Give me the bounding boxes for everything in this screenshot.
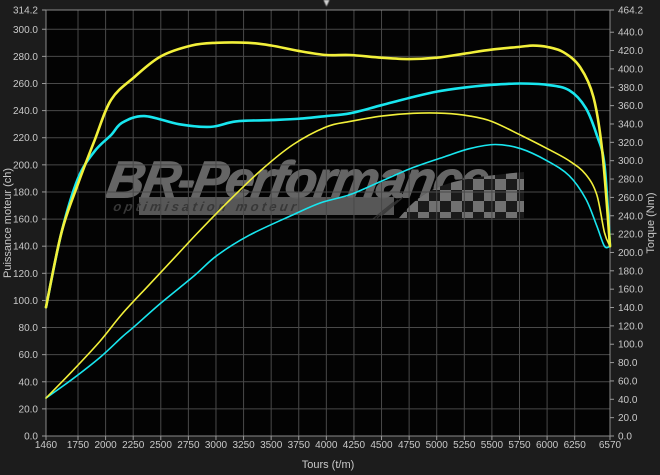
svg-text:180.0: 180.0	[618, 266, 643, 277]
svg-text:Puissance moteur (ch): Puissance moteur (ch)	[2, 168, 14, 278]
svg-text:314.2: 314.2	[13, 6, 38, 17]
svg-text:280.0: 280.0	[13, 52, 38, 63]
svg-text:optimisation moteur: optimisation moteur	[112, 199, 300, 214]
svg-text:464.2: 464.2	[618, 6, 643, 17]
svg-text:4750: 4750	[398, 440, 421, 451]
svg-text:2500: 2500	[150, 440, 173, 451]
svg-text:260.0: 260.0	[13, 79, 38, 90]
svg-text:60.0: 60.0	[19, 350, 39, 361]
svg-text:360.0: 360.0	[618, 101, 643, 112]
svg-text:3500: 3500	[260, 440, 283, 451]
svg-text:4000: 4000	[315, 440, 338, 451]
svg-text:40.0: 40.0	[19, 377, 39, 388]
svg-text:180.0: 180.0	[13, 188, 38, 199]
svg-text:420.0: 420.0	[618, 46, 643, 57]
svg-text:40.0: 40.0	[618, 395, 638, 406]
svg-text:160.0: 160.0	[13, 215, 38, 226]
svg-text:3000: 3000	[205, 440, 228, 451]
svg-text:2000: 2000	[94, 440, 117, 451]
svg-text:400.0: 400.0	[618, 64, 643, 75]
svg-text:4500: 4500	[370, 440, 393, 451]
svg-text:240.0: 240.0	[13, 106, 38, 117]
svg-text:440.0: 440.0	[618, 28, 643, 39]
svg-text:340.0: 340.0	[618, 120, 643, 131]
svg-text:1460: 1460	[35, 440, 58, 451]
svg-text:200.0: 200.0	[618, 248, 643, 259]
svg-text:60.0: 60.0	[618, 376, 638, 387]
svg-text:Torque (Nm): Torque (Nm)	[645, 192, 657, 253]
svg-text:240.0: 240.0	[618, 211, 643, 222]
svg-text:300.0: 300.0	[618, 156, 643, 167]
svg-text:3750: 3750	[288, 440, 311, 451]
svg-text:320.0: 320.0	[618, 138, 643, 149]
svg-text:0.0: 0.0	[618, 432, 632, 443]
svg-text:5000: 5000	[426, 440, 449, 451]
svg-text:100.0: 100.0	[618, 340, 643, 351]
svg-text:2750: 2750	[177, 440, 200, 451]
svg-text:220.0: 220.0	[618, 230, 643, 241]
svg-text:0.0: 0.0	[24, 432, 38, 443]
svg-text:4250: 4250	[343, 440, 366, 451]
svg-text:80.0: 80.0	[19, 323, 39, 334]
svg-text:5750: 5750	[508, 440, 531, 451]
svg-text:200.0: 200.0	[13, 160, 38, 171]
svg-text:140.0: 140.0	[13, 242, 38, 253]
svg-text:5250: 5250	[453, 440, 476, 451]
svg-text:3250: 3250	[232, 440, 255, 451]
svg-text:120.0: 120.0	[13, 269, 38, 280]
svg-text:80.0: 80.0	[618, 358, 638, 369]
svg-text:260.0: 260.0	[618, 193, 643, 204]
svg-text:220.0: 220.0	[13, 133, 38, 144]
svg-text:140.0: 140.0	[618, 303, 643, 314]
svg-text:Tours (t/m): Tours (t/m)	[302, 459, 355, 471]
svg-text:6000: 6000	[536, 440, 559, 451]
svg-text:280.0: 280.0	[618, 175, 643, 186]
svg-text:300.0: 300.0	[13, 25, 38, 36]
svg-text:380.0: 380.0	[618, 83, 643, 94]
svg-text:100.0: 100.0	[13, 296, 38, 307]
svg-text:160.0: 160.0	[618, 285, 643, 296]
svg-text:120.0: 120.0	[618, 321, 643, 332]
svg-text:2250: 2250	[122, 440, 145, 451]
svg-text:20.0: 20.0	[618, 413, 638, 424]
svg-text:5500: 5500	[481, 440, 504, 451]
svg-text:20.0: 20.0	[19, 404, 39, 415]
svg-text:6250: 6250	[564, 440, 587, 451]
svg-text:1750: 1750	[67, 440, 90, 451]
